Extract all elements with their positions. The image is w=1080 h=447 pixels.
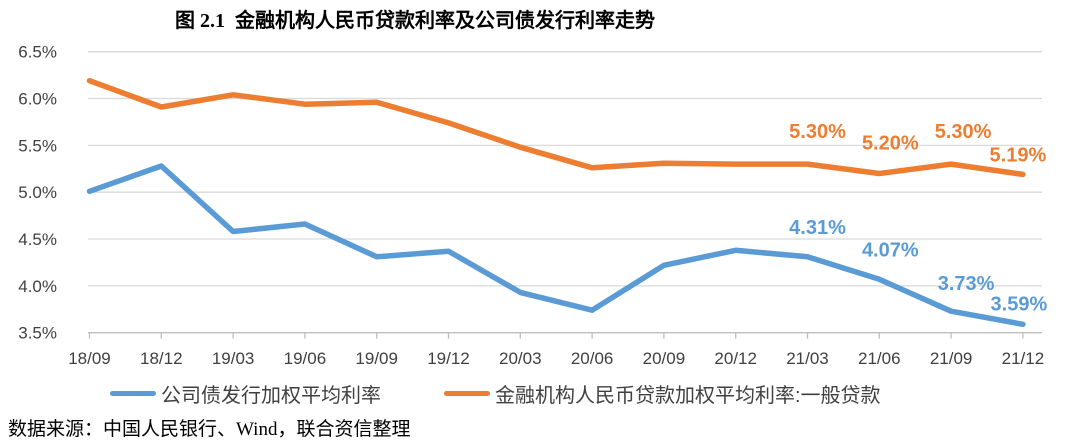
data-label: 5.20% [862,133,919,155]
legend-line-orange-icon [444,390,490,396]
legend-item-general-loan-rate: 金融机构人民币贷款加权平均利率:一般贷款 [444,381,881,407]
x-axis-label: 20/03 [499,349,542,368]
data-label: 4.31% [789,217,846,239]
x-axis-label: 21/09 [930,349,973,368]
legend-item-corporate-bond-rate: 公司债发行加权平均利率 [110,381,381,407]
x-axis-label: 19/06 [284,349,327,368]
x-axis-label: 21/12 [1002,349,1045,368]
x-axis-label: 20/12 [714,349,757,368]
x-axis-label: 19/03 [212,349,255,368]
data-label: 4.07% [862,239,919,261]
x-axis-label: 21/03 [786,349,829,368]
x-axis-label: 20/06 [571,349,614,368]
x-axis-label: 18/12 [140,349,183,368]
series-line-0 [86,163,1026,328]
y-axis-label: 5.5% [18,136,57,155]
y-axis-label: 4.5% [18,230,57,249]
legend-label-general-loan-rate: 金融机构人民币贷款加权平均利率:一般贷款 [495,384,881,407]
y-axis-label: 4.0% [18,277,57,296]
y-axis-label: 3.5% [18,324,57,343]
data-label: 5.30% [935,121,992,143]
x-axis-label: 19/09 [355,349,398,368]
legend-line-blue-icon [110,390,156,396]
y-axis-label: 5.0% [18,183,57,202]
x-axis-label: 21/06 [858,349,901,368]
y-axis-label: 6.0% [18,90,57,109]
x-axis-label: 19/12 [427,349,470,368]
x-axis-label: 20/09 [643,349,686,368]
data-label: 5.19% [990,144,1047,166]
series-line-1 [86,77,1026,178]
data-label: 3.59% [991,293,1048,315]
source-note: 数据来源：中国人民银行、Wind，联合资信整理 [8,419,411,440]
x-axis-label: 18/09 [68,349,111,368]
legend-label-corporate-bond-rate: 公司债发行加权平均利率 [161,384,381,407]
data-label: 3.73% [938,273,995,295]
chart-title: 图 2.1 金融机构人民币贷款利率及公司债发行利率走势 [175,10,655,32]
data-label: 5.30% [789,121,846,143]
y-axis-label: 6.5% [18,43,57,62]
